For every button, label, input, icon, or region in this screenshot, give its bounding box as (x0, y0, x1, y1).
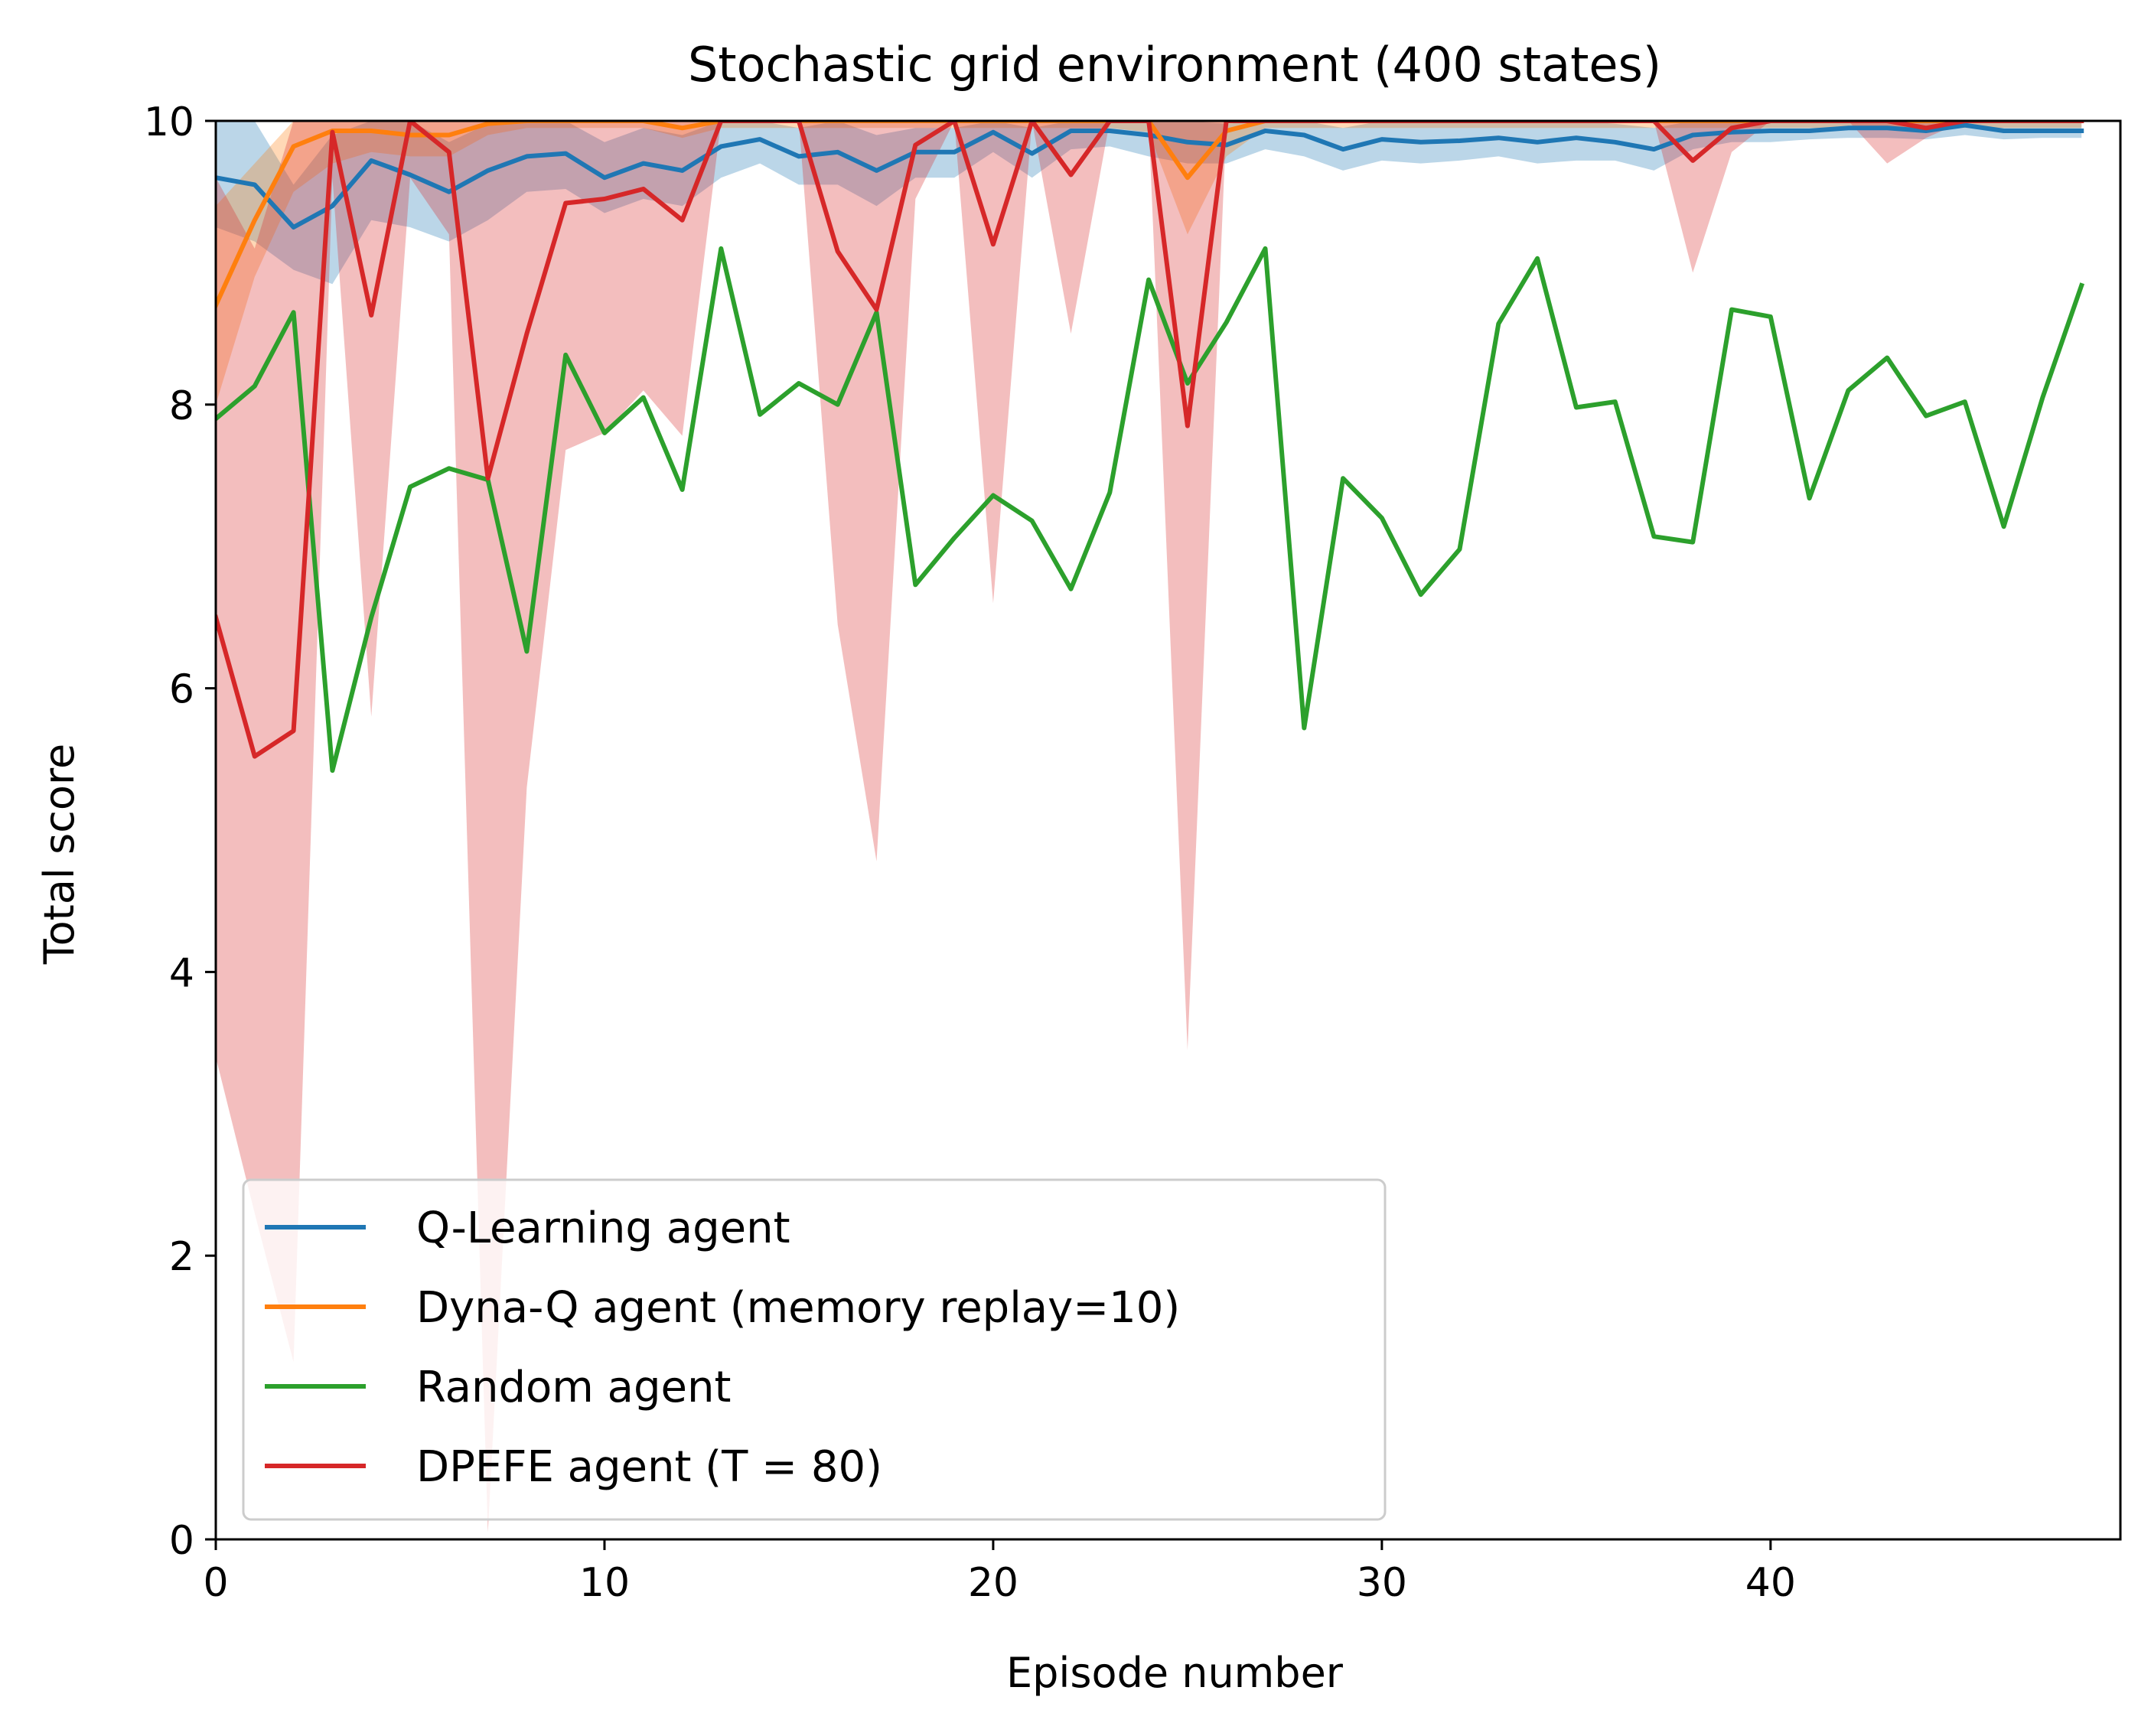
line-series-3 (216, 121, 2084, 759)
legend-label: Dyna-Q agent (memory replay=10) (416, 1283, 1180, 1333)
legend: Q-Learning agent Dyna-Q agent (memory rep… (242, 1178, 1387, 1521)
y-tick-label: 0 (169, 1518, 194, 1564)
band-series-0 (216, 121, 2082, 285)
plot-frame (214, 119, 2122, 1541)
x-tick-label: 20 (968, 1560, 1018, 1606)
x-axis-label: Episode number (1006, 1649, 1344, 1697)
y-tick-label: 10 (144, 99, 194, 145)
series-lines (216, 121, 2085, 774)
y-tick-label: 8 (169, 383, 194, 429)
x-tick-label: 10 (579, 1560, 630, 1606)
y-axis-label: Total score (35, 744, 83, 965)
legend-label: Random agent (416, 1363, 731, 1412)
legend-label: Q-Learning agent (416, 1203, 790, 1253)
x-tick-label: 0 (203, 1560, 228, 1606)
axes: 0 10 20 30 40 0 2 4 6 8 10 (144, 99, 2122, 1606)
y-tick-label: 4 (169, 950, 194, 996)
y-tick-label: 6 (169, 667, 194, 713)
x-tick-label: 40 (1745, 1560, 1796, 1606)
chart-title: Stochastic grid environment (400 states) (688, 37, 1661, 93)
legend-box (242, 1178, 1387, 1521)
legend-label: DPEFE agent (T = 80) (416, 1442, 882, 1492)
y-tick-label: 2 (169, 1234, 194, 1280)
x-tick-label: 30 (1357, 1560, 1407, 1606)
band-series-3 (216, 121, 2082, 1532)
line-series-2 (216, 246, 2085, 774)
